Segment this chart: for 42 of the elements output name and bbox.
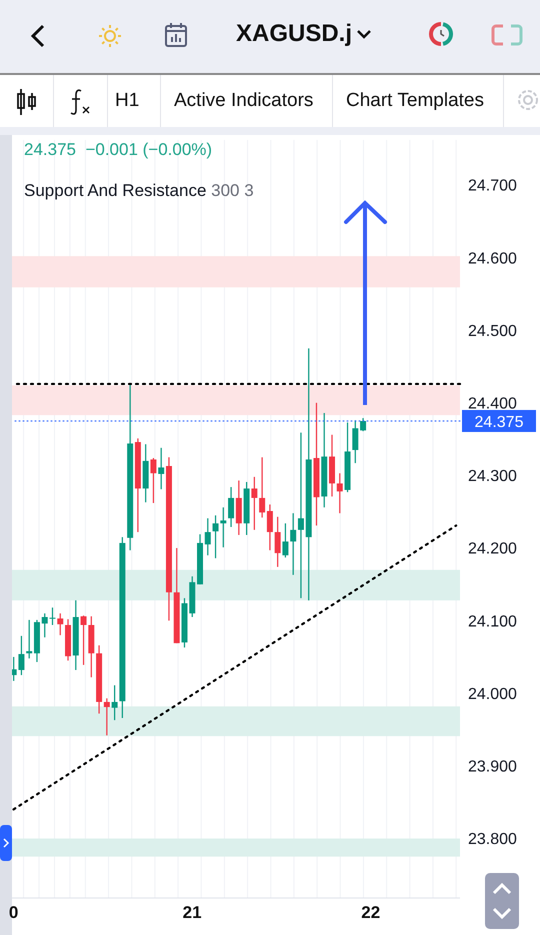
candlestick <box>112 684 118 721</box>
candlestick <box>150 457 156 504</box>
y-tick-label: 24.600 <box>468 250 518 268</box>
text: Active Indicators <box>174 90 314 112</box>
candlestick <box>259 456 266 518</box>
candlestick <box>26 619 32 659</box>
y-tick-label: 24.300 <box>468 468 518 486</box>
y-tick-label: 24.700 <box>468 178 518 195</box>
y-tick-label: 24.000 <box>468 686 518 703</box>
candlestick <box>80 614 87 666</box>
y-tick-label: 23.900 <box>468 758 518 776</box>
annotation: Support And Resistance <box>24 181 206 200</box>
candlestick <box>104 698 110 736</box>
candlestick <box>282 522 288 558</box>
candlestick <box>212 514 219 559</box>
y-tick-label: 24.200 <box>468 540 518 558</box>
annotation: 24.375 −0.001 (−0.00%) <box>24 140 212 160</box>
y-tick-label: 24.100 <box>468 613 518 630</box>
candlestick <box>220 506 226 548</box>
candlestick <box>49 606 56 626</box>
x-tick-label: 0 <box>8 903 18 922</box>
annotation: 300 3 <box>211 181 254 200</box>
candlestick <box>158 447 164 490</box>
y-tick-label: 24.500 <box>468 322 518 340</box>
candlestick <box>18 635 24 676</box>
text: H1 <box>115 90 140 112</box>
candlestick <box>228 486 234 528</box>
candlestick <box>57 612 64 636</box>
candlestick <box>266 504 273 551</box>
candlestick <box>290 512 296 576</box>
chart-title: XAGUSD.j <box>236 20 352 48</box>
candlestick <box>274 516 281 568</box>
y-tick-label: 23.800 <box>468 831 518 848</box>
y-tick-label: 24.400 <box>468 396 518 413</box>
x-tick-label: 21 <box>182 903 202 922</box>
candlestick <box>204 518 211 556</box>
ref-line-label: 24.375 <box>474 414 524 431</box>
candlestick <box>336 472 343 514</box>
candlestick <box>12 656 17 682</box>
text: Chart Templates <box>346 90 484 112</box>
candlestick <box>251 476 258 530</box>
x-tick-label: 22 <box>361 903 380 922</box>
